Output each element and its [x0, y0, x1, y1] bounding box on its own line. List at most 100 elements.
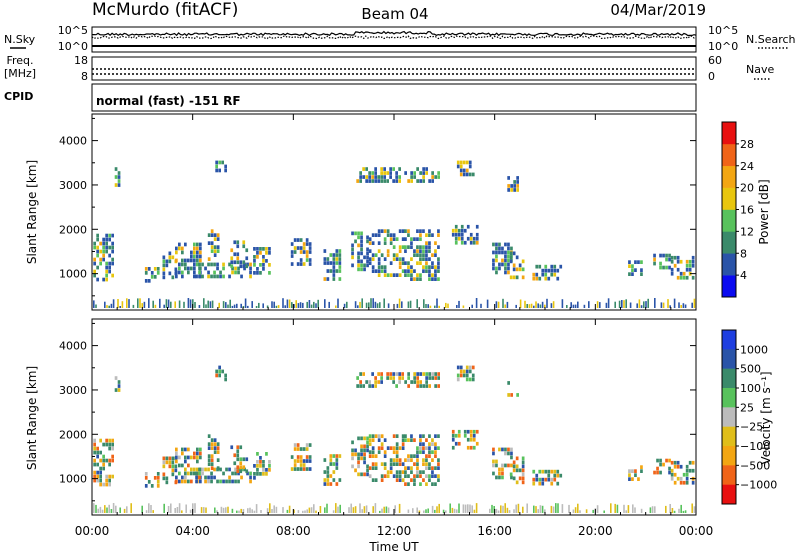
colorbar-tick-label: 28	[740, 138, 754, 151]
echo-pixel	[404, 474, 407, 478]
echo-pixel	[308, 242, 312, 246]
ground-scatter-pixel	[491, 504, 493, 513]
echo-pixel	[434, 253, 437, 257]
ground-scatter-pixel	[436, 298, 438, 308]
ground-scatter-pixel	[251, 301, 253, 308]
echo-pixel	[521, 456, 525, 461]
ground-scatter-pixel	[449, 503, 451, 513]
echo-pixel	[96, 446, 99, 451]
echo-pixel	[395, 462, 399, 466]
echo-pixel	[326, 257, 330, 261]
echo-pixel	[457, 433, 461, 438]
echo-pixel	[216, 450, 220, 454]
ground-scatter-pixel	[178, 503, 181, 513]
echo-pixel	[425, 376, 428, 380]
echo-pixel	[156, 484, 160, 488]
echo-pixel	[93, 478, 96, 483]
ground-scatter-pixel	[238, 510, 240, 513]
beam-title: Beam 04	[361, 5, 428, 23]
echo-pixel	[360, 259, 363, 264]
echo-pixel	[682, 472, 686, 477]
echo-pixel	[383, 438, 387, 442]
echo-pixel	[466, 224, 470, 229]
echo-pixel	[377, 438, 381, 442]
echo-pixel	[392, 179, 395, 183]
echo-pixel	[507, 393, 510, 397]
echo-pixel	[210, 446, 214, 450]
ground-scatter-pixel	[515, 504, 517, 513]
ground-scatter-pixel	[682, 303, 685, 308]
ground-scatter-pixel	[302, 510, 304, 513]
echo-pixel	[634, 473, 637, 477]
echo-pixel	[256, 255, 259, 259]
colorbar-tick-label: 20	[740, 182, 754, 195]
ground-scatter-pixel	[313, 301, 315, 308]
ground-scatter-pixel	[244, 298, 247, 308]
echo-pixel	[93, 245, 96, 250]
echo-pixel	[105, 245, 108, 250]
echo-pixel	[459, 369, 463, 374]
colorbar-tick-label: −500	[740, 459, 770, 472]
echo-pixel	[383, 257, 387, 261]
echo-pixel	[679, 275, 683, 280]
ground-scatter-pixel	[339, 504, 341, 513]
echo-pixel	[236, 469, 240, 474]
echo-pixel	[535, 473, 539, 478]
ground-scatter-pixel	[117, 299, 119, 308]
echo-pixel	[510, 455, 513, 460]
echo-pixel	[653, 253, 656, 258]
echo-pixel	[99, 474, 102, 479]
ground-scatter-pixel	[93, 503, 95, 513]
echo-pixel	[351, 440, 354, 445]
echo-pixel	[215, 160, 218, 165]
echo-pixel	[357, 255, 360, 260]
ground-scatter-pixel	[167, 299, 170, 308]
echo-pixel	[230, 264, 234, 269]
echo-pixel	[468, 365, 472, 370]
ground-scatter-pixel	[108, 504, 110, 513]
echo-pixel	[431, 458, 434, 462]
echo-pixel	[668, 470, 671, 475]
ground-scatter-pixel	[453, 508, 456, 513]
echo-pixel	[108, 442, 111, 447]
ground-scatter-pixel	[132, 304, 135, 308]
echo-pixel	[259, 472, 262, 476]
x-tick-label: 08:00	[276, 524, 311, 538]
echo-pixel	[469, 429, 473, 434]
echo-pixel	[296, 246, 300, 250]
echo-pixel	[510, 184, 513, 188]
echo-pixel	[437, 277, 440, 281]
ground-scatter-pixel	[288, 505, 291, 513]
ground-scatter-pixel	[328, 301, 330, 308]
echo-pixel	[631, 264, 634, 268]
echo-pixel	[386, 253, 390, 257]
echo-pixel	[410, 245, 413, 249]
echo-pixel	[296, 443, 300, 447]
echo-pixel	[631, 268, 634, 272]
echo-pixel	[416, 454, 419, 458]
echo-pixel	[210, 241, 214, 245]
echo-pixel	[380, 229, 384, 233]
echo-pixel	[398, 245, 402, 249]
echo-pixel	[368, 257, 372, 261]
echo-pixel	[501, 467, 504, 472]
echo-pixel	[374, 175, 377, 179]
ground-scatter-pixel	[361, 298, 363, 308]
echo-pixel	[685, 464, 689, 469]
echo-pixel	[685, 267, 689, 272]
echo-pixel	[495, 459, 498, 464]
velocity-colorbar-label: Velocity [m s⁻¹]	[759, 371, 773, 464]
echo-pixel	[150, 484, 154, 488]
noise-right-tick-top: 10^5	[708, 24, 738, 37]
echo-pixel	[465, 172, 469, 177]
echo-pixel	[187, 447, 190, 452]
echo-pixel	[398, 446, 402, 450]
echo-pixel	[416, 446, 419, 450]
echo-pixel	[96, 470, 99, 475]
colorbar-segment	[722, 484, 736, 505]
echo-pixel	[216, 245, 220, 249]
ground-scatter-pixel	[544, 304, 546, 308]
echo-pixel	[670, 460, 674, 465]
echo-pixel	[466, 437, 470, 442]
colorbar-segment	[722, 275, 736, 298]
